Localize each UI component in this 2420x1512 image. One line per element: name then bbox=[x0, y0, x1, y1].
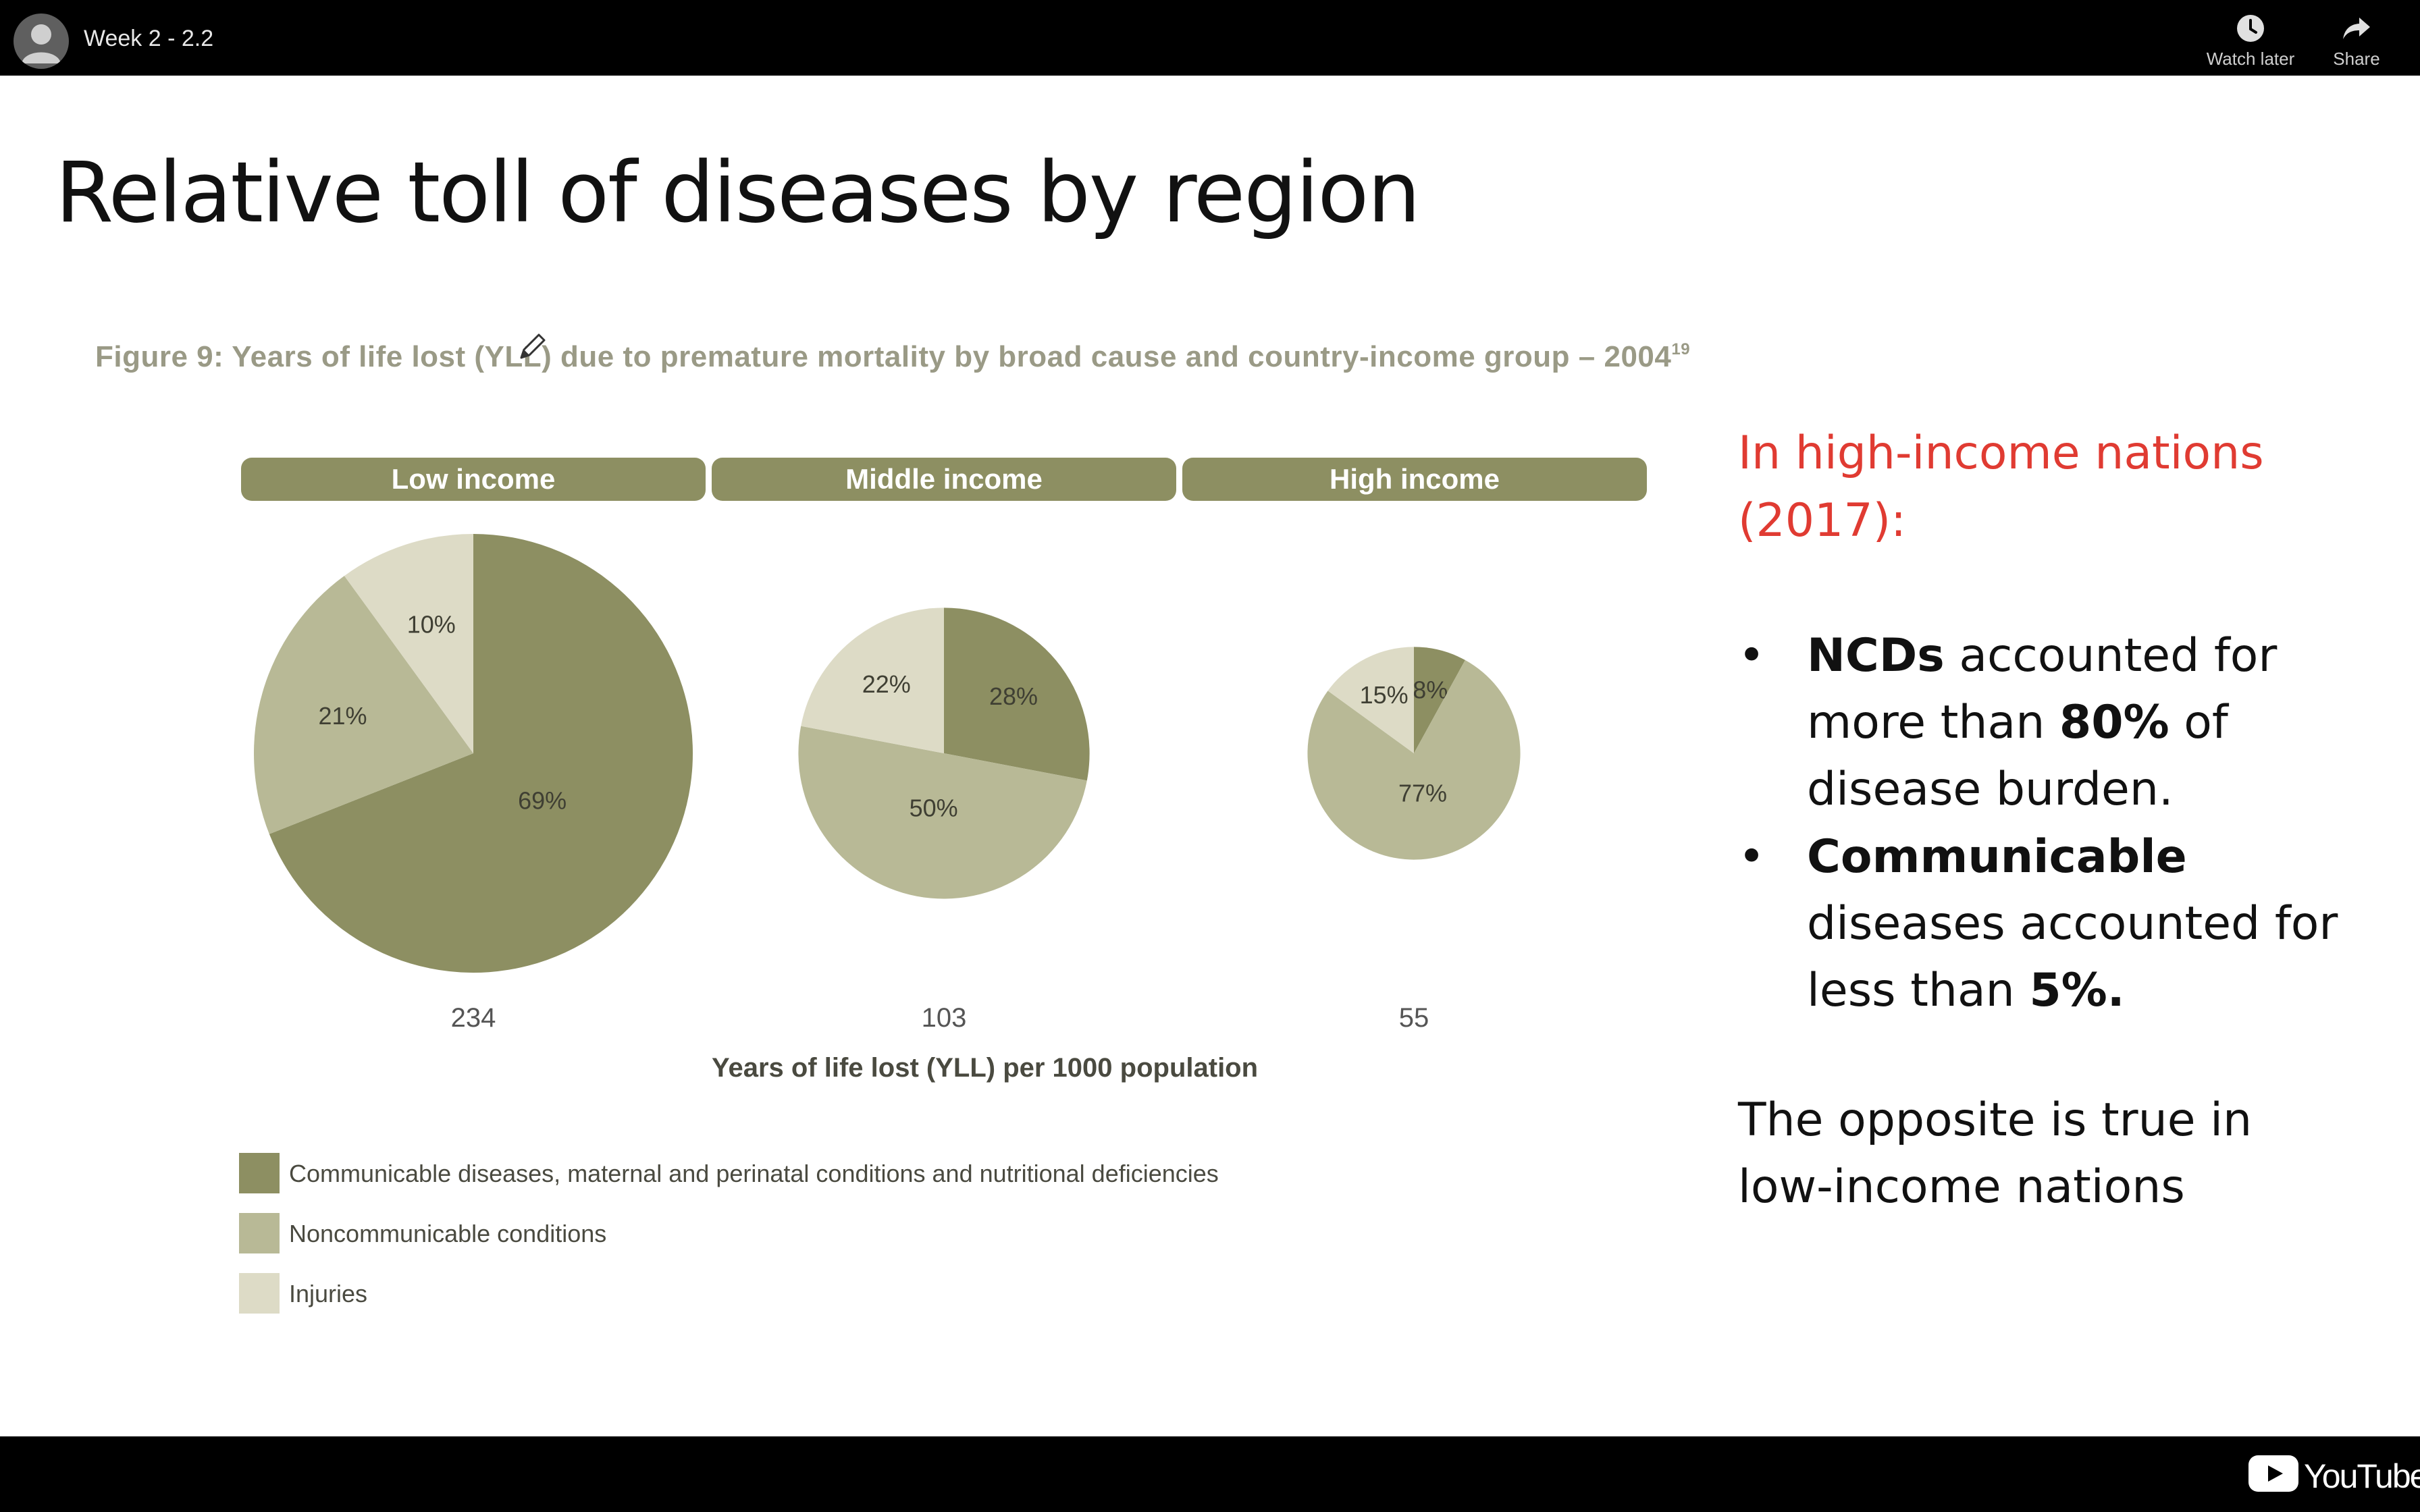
pie-slice-noncommunicable bbox=[798, 726, 1087, 899]
pie-slice-communicable bbox=[944, 608, 1090, 781]
pie-slice-communicable bbox=[1414, 647, 1465, 753]
clock-icon bbox=[2237, 15, 2264, 42]
person-icon bbox=[22, 24, 61, 63]
bullet-text: NCDs accounted for more than 80% of dise… bbox=[1807, 622, 2361, 823]
video-bottom-bar bbox=[0, 1436, 2420, 1512]
pie-slice-label: 22% bbox=[862, 670, 911, 698]
figure-caption-footnote: 19 bbox=[1671, 340, 1691, 358]
youtube-play-icon bbox=[2248, 1455, 2298, 1492]
pie-slice-label: 15% bbox=[1360, 681, 1409, 709]
bullet-bold: 80% bbox=[2059, 696, 2169, 749]
legend-label: Noncommunicable conditions bbox=[289, 1220, 607, 1247]
pie-slice-communicable bbox=[269, 534, 693, 973]
video-top-bar: Week 2 - 2.2 Watch later Share bbox=[0, 0, 2420, 76]
share-arrow-icon bbox=[2343, 18, 2370, 39]
bullet-dot: • bbox=[1738, 629, 1766, 682]
youtube-wordmark: YouTube bbox=[2304, 1457, 2420, 1495]
youtube-logo[interactable]: YouTube bbox=[2248, 1450, 2420, 1498]
pie-slice-label: 77% bbox=[1398, 779, 1447, 807]
slide-title: Relative toll of diseases by region bbox=[55, 144, 1421, 242]
bullet-text: Communicable diseases accounted for less… bbox=[1807, 824, 2361, 1024]
pie-slice-label: 50% bbox=[910, 794, 958, 821]
header-middle-income: Middle income bbox=[712, 458, 1176, 501]
pie-slice-injuries bbox=[344, 534, 473, 753]
figure-caption-text: Figure 9: Years of life lost (YLL) due t… bbox=[95, 340, 1672, 373]
share-button[interactable]: Share bbox=[2289, 12, 2420, 70]
watch-later-label: Watch later bbox=[2206, 49, 2295, 69]
total-low-income: 234 bbox=[450, 1003, 496, 1033]
pie-slice-injuries bbox=[1327, 647, 1414, 753]
legend-swatch bbox=[239, 1213, 280, 1253]
legend-label: Injuries bbox=[289, 1280, 368, 1307]
total-high-income: 55 bbox=[1398, 1003, 1429, 1033]
figure-caption: Figure 9: Years of life lost (YLL) due t… bbox=[95, 340, 1690, 374]
watch-later-button[interactable]: Watch later bbox=[2183, 12, 2318, 70]
pie-slice-label: 28% bbox=[989, 682, 1038, 710]
pie-slice-label: 10% bbox=[407, 610, 456, 638]
legend-label: Communicable diseases, maternal and peri… bbox=[289, 1160, 1219, 1187]
total-middle-income: 103 bbox=[921, 1003, 967, 1033]
pie-slice-label: 21% bbox=[318, 702, 367, 730]
pie-slice-injuries bbox=[801, 608, 944, 753]
panel-heading: In high-income nations (2017): bbox=[1738, 427, 2264, 547]
bullet-dot: • bbox=[1738, 830, 1766, 884]
legend-swatch bbox=[239, 1273, 280, 1314]
panel-footer: The opposite is true in low-income natio… bbox=[1738, 1094, 2253, 1214]
header-high-income: High income bbox=[1182, 458, 1647, 501]
share-label: Share bbox=[2333, 49, 2380, 69]
bullet-bold: 5%. bbox=[2029, 964, 2125, 1017]
bullet-text-part: accounted for more than bbox=[1807, 629, 2278, 749]
bullet-text-part: of disease burden. bbox=[1807, 696, 2228, 816]
header-low-income: Low income bbox=[241, 458, 706, 501]
legend-swatch bbox=[239, 1153, 280, 1193]
pie-slice-label: 69% bbox=[518, 786, 567, 814]
pen-cursor-icon bbox=[520, 333, 546, 359]
video-title[interactable]: Week 2 - 2.2 bbox=[84, 26, 214, 51]
x-axis-label: Years of life lost (YLL) per 1000 popula… bbox=[712, 1053, 1259, 1083]
bullet-text-part: diseases accounted for less than bbox=[1807, 897, 2338, 1017]
pie-slice-noncommunicable bbox=[1307, 659, 1521, 860]
channel-avatar[interactable] bbox=[14, 14, 69, 69]
bullet-bold: Communicable bbox=[1807, 830, 2187, 884]
pie-slice-noncommunicable bbox=[253, 576, 473, 834]
pie-slice-label: 8% bbox=[1413, 676, 1448, 703]
bullet-bold: NCDs bbox=[1807, 629, 1945, 682]
